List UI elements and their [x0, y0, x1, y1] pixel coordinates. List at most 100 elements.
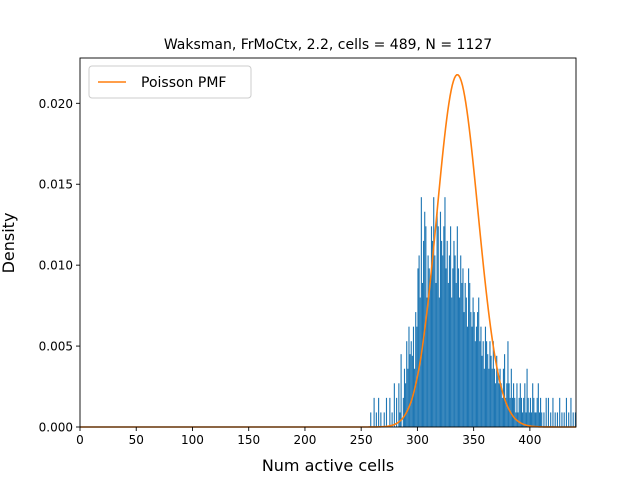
histogram-bar: [415, 312, 417, 427]
histogram-bar: [538, 412, 541, 427]
legend: Poisson PMF: [88, 65, 252, 99]
histogram-bar: [418, 255, 420, 427]
histogram-bar: [471, 326, 473, 427]
histogram-bar: [421, 282, 424, 427]
histogram-bar: [429, 282, 431, 427]
histogram-bar: [437, 226, 439, 427]
histogram-bar: [443, 226, 445, 427]
histogram-bar: [498, 383, 500, 427]
histogram-bar: [424, 211, 426, 427]
legend-box: [88, 65, 252, 99]
histogram-bar: [438, 297, 440, 427]
histogram-bar: [519, 383, 521, 427]
y-tick-label: 0.020: [39, 97, 73, 111]
histogram-bar: [448, 255, 451, 427]
y-tick-label: 0.005: [39, 340, 73, 354]
histogram-bar: [535, 412, 537, 427]
histogram-bar: [516, 383, 518, 427]
histogram-bar: [472, 297, 474, 427]
histogram-bar: [402, 397, 404, 427]
histogram-bar: [523, 397, 525, 427]
histogram-bar: [380, 412, 382, 427]
histogram-bar: [517, 412, 519, 427]
histogram-bar: [391, 412, 393, 427]
histogram-bar: [450, 226, 452, 427]
histogram-bar: [513, 383, 515, 427]
histogram-bar: [533, 397, 535, 427]
x-axis-label: Num active cells: [262, 456, 394, 475]
histogram-bar: [460, 255, 462, 427]
histogram-bar: [574, 412, 576, 427]
histogram-bar: [410, 341, 412, 427]
histogram-bar: [470, 312, 472, 427]
histogram-bar: [409, 354, 411, 427]
histogram-bar: [504, 354, 506, 427]
histogram-bar: [417, 268, 419, 427]
histogram-bar: [511, 397, 514, 427]
histogram-bar: [565, 397, 568, 427]
histogram-bar: [550, 412, 552, 427]
legend-label-poisson: Poisson PMF: [141, 75, 226, 91]
y-tick-label: 0.015: [39, 178, 73, 192]
histogram-bar: [499, 368, 501, 427]
histogram-bar: [405, 383, 407, 427]
histogram-bar: [500, 383, 502, 427]
histogram-bar: [446, 240, 448, 427]
histogram-bar: [445, 268, 447, 427]
x-tick-label: 150: [237, 433, 260, 447]
histogram-bar: [532, 383, 534, 427]
histogram-bar: [541, 412, 543, 427]
histogram-bar: [414, 368, 416, 427]
histogram-bar: [473, 312, 475, 427]
histogram-bar: [399, 412, 401, 427]
histogram-bar: [487, 354, 489, 427]
histogram-bar: [505, 397, 507, 427]
histogram-bar: [483, 368, 485, 427]
histogram-bar: [389, 397, 391, 427]
histogram-bar: [524, 383, 526, 427]
histogram-bar: [464, 282, 466, 427]
histogram-bar: [497, 368, 499, 427]
histogram-bar: [463, 312, 465, 427]
plot-frame: [79, 57, 577, 428]
histogram-bar: [453, 240, 455, 427]
histogram-bar: [466, 326, 469, 427]
x-axis-ticks: 0 50 100 150 200 250 300 350 400: [76, 427, 541, 447]
chart-title: Waksman, FrMoCtx, 2.2, cells = 489, N = …: [164, 37, 492, 53]
histogram-bar: [479, 341, 481, 427]
histogram-bar: [439, 211, 442, 427]
x-tick-label: 50: [129, 433, 144, 447]
histogram-bar: [474, 341, 476, 427]
histogram-bar: [378, 397, 380, 427]
histogram-bar: [452, 268, 454, 427]
histogram-bar: [465, 297, 467, 427]
histogram-bar: [484, 326, 487, 427]
histogram-bar: [468, 268, 470, 427]
histogram-bar: [436, 211, 438, 427]
histogram-bar: [400, 354, 402, 427]
histogram-bar: [456, 226, 458, 427]
histogram-bar: [457, 268, 460, 427]
histogram-bar: [433, 197, 435, 427]
histogram-bar: [477, 312, 479, 427]
histogram-bar: [563, 412, 565, 427]
y-tick-label: 0.010: [39, 259, 73, 273]
histogram-bar: [459, 297, 461, 427]
histogram-bar: [489, 341, 491, 427]
histogram-bar: [543, 412, 545, 427]
histogram-bar: [507, 341, 509, 427]
histogram-bar: [531, 412, 533, 427]
histogram-bar: [496, 355, 498, 427]
histogram-bar: [403, 368, 406, 427]
histogram-bar: [408, 326, 410, 427]
histogram-bar: [370, 412, 372, 427]
histogram-bar: [514, 397, 516, 427]
histogram-bar: [488, 368, 490, 427]
histogram-bar: [547, 397, 550, 427]
histogram-bar: [559, 397, 561, 427]
y-axis-ticks: 0.000 0.005 0.010 0.015 0.020: [39, 97, 80, 435]
histogram-bar: [455, 282, 457, 427]
histogram-bar: [572, 412, 574, 427]
histogram-bar: [570, 397, 572, 427]
